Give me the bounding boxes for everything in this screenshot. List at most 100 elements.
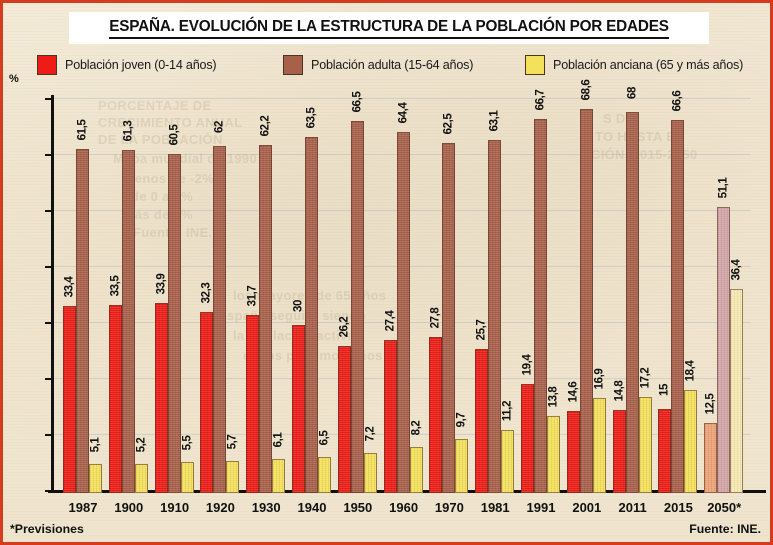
bar-fill [246, 315, 260, 493]
bar-fill [730, 289, 744, 493]
bar-young[interactable]: 14,6 [566, 382, 580, 493]
bar-value-container: 63,5 [305, 101, 318, 135]
bar-old[interactable]: 5,2 [134, 437, 148, 493]
bar-adult[interactable]: 63,1 [488, 110, 502, 493]
bar-old[interactable]: 11,2 [501, 401, 515, 493]
y-axis-unit-label: % [9, 73, 19, 85]
bar-young[interactable]: 25,7 [475, 320, 489, 493]
bar-group-bars: 15 66,6 18,4 [658, 91, 698, 493]
bar-fill [547, 415, 560, 493]
bar-group-bars: 31,7 62,2 6,1 [246, 98, 286, 493]
bar-young[interactable]: 27,4 [383, 310, 397, 493]
x-axis-tick-label: 1950 [343, 500, 373, 515]
bar-value-label: 18,4 [684, 360, 697, 382]
bar-young[interactable]: 15 [658, 384, 672, 493]
bar-value-label: 5,5 [181, 435, 194, 451]
bar-old[interactable]: 13,8 [547, 386, 560, 493]
legend-item-old[interactable]: Población anciana (65 y más años) [525, 53, 743, 77]
bar-value-label: 27,4 [384, 310, 397, 331]
bar-group-bars: 12,5 51,1 36,4 [704, 98, 744, 493]
bar-old[interactable]: 6,5 [318, 430, 331, 493]
bar-young[interactable]: 33,9 [154, 274, 168, 493]
bar-adult[interactable]: 63,5 [305, 108, 318, 493]
bar-old[interactable]: 7,2 [363, 426, 377, 493]
bar-old-forecast[interactable]: 36,4 [730, 260, 744, 493]
bar-value-label: 6,1 [272, 432, 285, 448]
bar-adult[interactable]: 61,5 [76, 119, 89, 493]
bar-fill [455, 438, 469, 493]
bar-adult-forecast[interactable]: 51,1 [717, 177, 731, 493]
bar-value-container: 51,1 [717, 171, 730, 205]
bar-fill [442, 143, 456, 493]
x-axis-tick-label: 1930 [251, 500, 281, 515]
bar-fill [63, 305, 76, 493]
bar-value-label: 61,5 [76, 119, 89, 141]
bar-young[interactable]: 14,8 [612, 381, 626, 493]
bar-value-label: 15 [658, 384, 671, 396]
bar-young[interactable]: 30 [292, 300, 305, 493]
legend-item-adult[interactable]: Población adulta (15-64 años) [283, 53, 473, 77]
x-axis-tick-label: 1960 [389, 500, 419, 515]
bar-old[interactable]: 17,2 [638, 367, 652, 493]
bar-value-container: 32,3 [200, 276, 213, 310]
bar-fill [638, 396, 652, 493]
bar-value-container: 62 [213, 110, 226, 144]
bar-value-container: 15 [658, 373, 671, 407]
x-axis-tick-label: 1981 [480, 500, 510, 515]
bar-young-forecast[interactable]: 12,5 [704, 394, 718, 493]
bar-value-label: 62,5 [442, 113, 455, 135]
bar-value-label: 8,2 [410, 420, 423, 436]
bar-old[interactable]: 9,7 [455, 412, 469, 493]
bar-adult[interactable]: 60,5 [167, 125, 181, 493]
legend-label: Población adulta (15-64 años) [311, 58, 474, 72]
bar-value-container: 60,5 [168, 118, 181, 152]
legend-swatch-old-icon [525, 55, 545, 75]
bar-value-label: 60,5 [168, 124, 181, 146]
bar-adult[interactable]: 66,6 [671, 91, 685, 493]
bar-adult[interactable]: 64,4 [396, 103, 410, 493]
bar-value-container: 14,6 [567, 375, 580, 409]
bar-value-label: 12,5 [704, 393, 717, 415]
bar-adult[interactable]: 66,5 [350, 91, 364, 493]
bar-old[interactable]: 5,7 [226, 435, 240, 493]
bar-value-label: 31,7 [246, 286, 259, 307]
bar-value-label: 63,1 [488, 110, 501, 132]
bar-young[interactable]: 27,8 [429, 308, 443, 493]
bar-adult[interactable]: 62,5 [442, 114, 456, 493]
bar-old[interactable]: 6,1 [272, 432, 286, 493]
bar-adult[interactable]: 68 [625, 87, 639, 493]
bar-young[interactable]: 26,2 [337, 317, 351, 493]
bar-old[interactable]: 8,2 [409, 421, 423, 493]
bar-fill [475, 349, 489, 493]
bar-value-label: 51,1 [717, 177, 730, 199]
bar-adult[interactable]: 61,3 [121, 120, 135, 493]
x-axis-tick-label: 1910 [160, 500, 190, 515]
y-axis-tick [45, 210, 52, 212]
bar-value-container: 64,4 [397, 96, 410, 130]
bar-young[interactable]: 33,5 [108, 276, 122, 493]
bar-value-container: 66,5 [351, 85, 364, 119]
plot-area: 01020304050607033,461,55,1198733,561,35,… [45, 79, 766, 515]
x-axis-tick-label: 1920 [205, 500, 235, 515]
bar-value-label: 30 [292, 300, 305, 312]
bar-fill [579, 108, 593, 493]
bar-adult[interactable]: 62 [213, 121, 227, 493]
bar-group-bars: 33,9 60,5 5,5 [154, 98, 194, 493]
bar-young[interactable]: 32,3 [200, 283, 214, 493]
bar-adult[interactable]: 62,2 [259, 115, 273, 493]
legend-item-young[interactable]: Población joven (0-14 años) [37, 53, 217, 77]
bar-adult[interactable]: 68,6 [579, 79, 593, 493]
bar-old[interactable]: 5,1 [89, 438, 102, 493]
bar-value-container: 18,4 [684, 354, 697, 388]
bar-young[interactable]: 33,4 [63, 277, 76, 493]
bar-group-bars: 19,4 66,7 13,8 [521, 90, 560, 493]
bar-young[interactable]: 19,4 [521, 355, 534, 493]
bar-old[interactable]: 5,5 [180, 436, 194, 493]
bar-old[interactable]: 18,4 [684, 361, 698, 493]
bar-old[interactable]: 16,9 [592, 369, 606, 493]
bar-value-label: 25,7 [475, 319, 488, 341]
bar-adult[interactable]: 66,7 [534, 90, 547, 493]
bar-young[interactable]: 31,7 [246, 286, 260, 493]
bar-value-label: 33,5 [109, 276, 122, 297]
bar-value-label: 62,2 [259, 115, 272, 137]
